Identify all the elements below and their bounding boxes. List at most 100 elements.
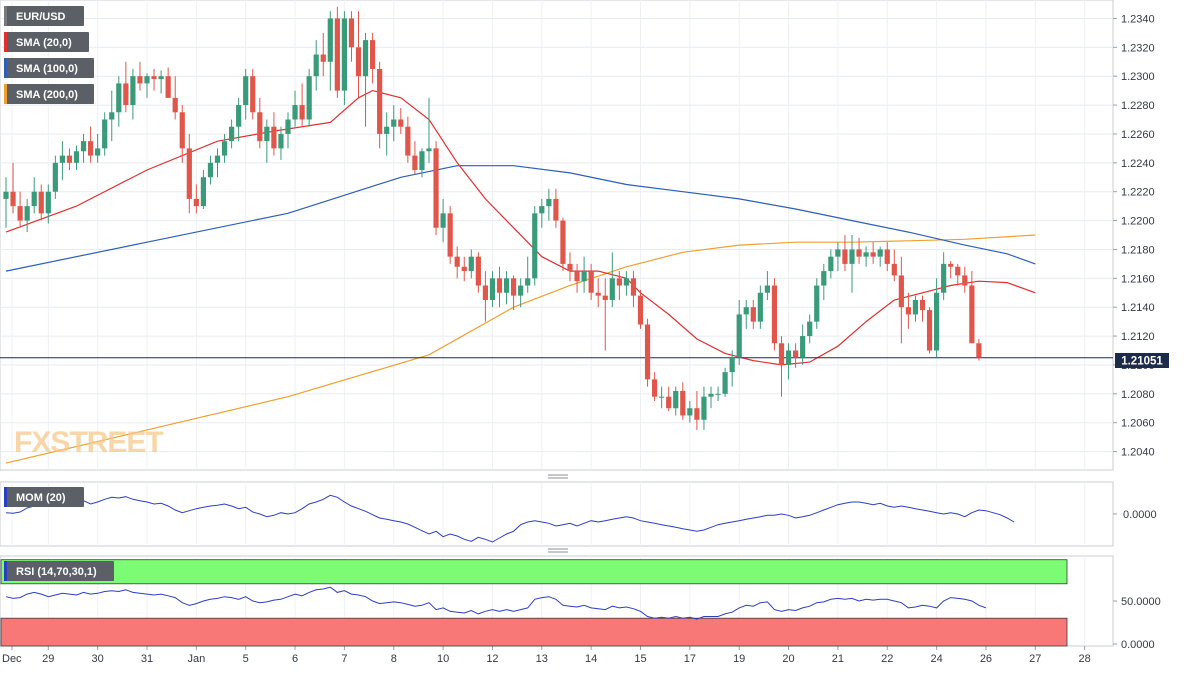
legend-mom-swatch [4, 487, 7, 507]
candle-body [80, 141, 87, 152]
candle-body [877, 249, 883, 257]
candle-body [785, 350, 792, 365]
mom-resize-handle[interactable] [548, 474, 568, 479]
candle-body [644, 324, 651, 380]
candle-body [200, 177, 206, 207]
x-tick-label: 24 [930, 653, 942, 665]
legend-sma20-box [4, 32, 89, 52]
candle-body [454, 256, 460, 267]
candle-body [764, 285, 770, 293]
candle-body [377, 68, 383, 134]
x-tick-label: 27 [1029, 653, 1041, 665]
rsi-overbought-zone [0, 559, 1068, 585]
candle-body [898, 275, 904, 308]
candle-body [771, 285, 778, 344]
candle-body [320, 54, 326, 62]
rsi-resize-handle[interactable] [548, 548, 568, 553]
candle-body [264, 126, 270, 142]
candle-body [489, 278, 496, 300]
candle-body [482, 285, 488, 300]
candle-body [919, 299, 926, 311]
candle-body [123, 83, 129, 106]
y-tick-label: 1.2040 [1121, 447, 1155, 459]
sma100-line [5, 165, 1036, 272]
x-tick-label: 26 [980, 653, 992, 665]
candle-body [546, 198, 552, 207]
legend-mom-text: MOM (20) [16, 492, 66, 504]
x-tick-label: Dec [2, 653, 22, 665]
candle-body [574, 271, 580, 282]
candle-body [447, 213, 453, 257]
x-tick-label: 10 [437, 653, 449, 665]
y-tick-label: 1.2140 [1121, 302, 1155, 314]
legend-mom-box [4, 487, 84, 507]
candle-body [652, 379, 658, 397]
candle-body [926, 310, 933, 351]
legend-eurusd-swatch [4, 6, 7, 26]
candle-body [518, 285, 524, 296]
y-tick-label: 1.2320 [1121, 42, 1155, 54]
y-tick-label: 1.2280 [1121, 100, 1155, 112]
candle-body [186, 148, 192, 199]
x-tick-label: 20 [782, 653, 794, 665]
x-axis-layer: Dec 29 30 31 Jan 5 6 7 8 10 12 13 14 15 17 19 20 21 22 24 26… [2, 646, 1091, 665]
candle-body [553, 198, 559, 221]
candle-body [52, 162, 58, 192]
candle-body [842, 249, 848, 264]
candle-body [821, 271, 827, 286]
x-tick-label: 22 [881, 653, 893, 665]
candle-body [659, 396, 665, 398]
candle-body [757, 292, 763, 322]
x-tick-label: 15 [634, 653, 646, 665]
candle-body [165, 76, 171, 98]
candle-body [207, 162, 214, 178]
candle-body [778, 343, 785, 365]
candle-body [835, 249, 841, 257]
candle-body [870, 252, 876, 257]
candle-body [666, 396, 672, 409]
candle-body [426, 148, 432, 152]
fxstreet-watermark: FXSTREET [14, 426, 163, 459]
x-tick-label: 28 [1079, 653, 1091, 665]
candle-body [398, 119, 404, 127]
legend-sma200-text: SMA (200,0) [16, 89, 78, 101]
candle-body [355, 47, 362, 77]
candle-body [130, 76, 136, 106]
y-tick-label: 1.2080 [1121, 389, 1155, 401]
candle-body [701, 396, 707, 420]
y-tick-label: 1.2200 [1121, 216, 1155, 228]
candle-body [17, 206, 23, 221]
legend-mom: MOM (20) [4, 487, 84, 507]
candle-body [250, 76, 256, 113]
candle-body [137, 76, 143, 84]
legend-eurusd-box [4, 6, 84, 26]
candle-body [630, 278, 637, 296]
candle-body [278, 133, 284, 149]
candle-body [905, 307, 911, 315]
candle-body [962, 275, 968, 286]
candle-body [88, 141, 94, 156]
candle-body [532, 213, 538, 279]
candle-body [419, 151, 425, 171]
legend-sma20-text: SMA (20,0) [16, 37, 72, 49]
candle-body [736, 314, 742, 358]
rsi-line [5, 586, 987, 620]
candle-body [560, 220, 566, 264]
candle-body [891, 263, 897, 276]
legend-rsi: RSI (14,70,30,1) [4, 561, 114, 581]
legend-rsi-text: RSI (14,70,30,1) [16, 566, 97, 578]
candle-body [370, 40, 376, 69]
y-tick-label: 1.2180 [1121, 244, 1155, 256]
candle-body [637, 295, 644, 325]
candle-body [440, 213, 446, 228]
candle-body [59, 155, 65, 163]
main-panel-bg [0, 0, 1114, 471]
x-tick-label: 8 [391, 653, 397, 665]
candle-body [179, 112, 185, 149]
candle-body [193, 198, 199, 207]
candle-body [743, 307, 749, 315]
candle-body [405, 126, 411, 156]
x-tick-label: 7 [341, 653, 347, 665]
candle-body [814, 285, 820, 322]
